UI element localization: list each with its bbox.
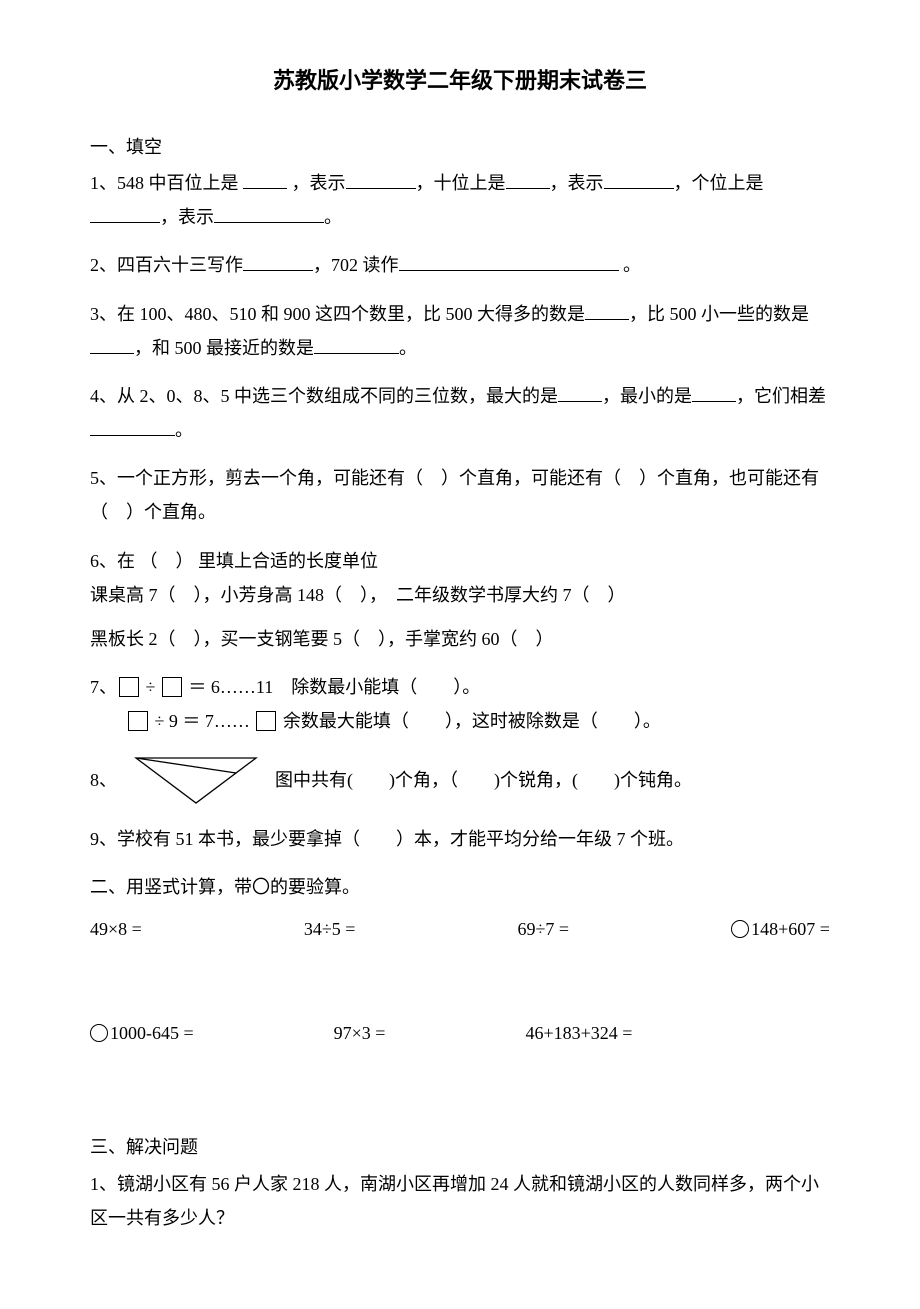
circle-icon	[731, 920, 749, 938]
q1-text-a: 1、548 中百位上是	[90, 173, 243, 193]
q1-text-d: ，表示	[550, 173, 604, 193]
q8-num: 8、	[90, 763, 117, 797]
calc-item: 148+607 =	[731, 912, 830, 946]
q6-line2: 黑板长 2（ ），买一支钢笔要 5（ ），手掌宽约 60（ ）	[90, 622, 830, 656]
q4-text-d: 。	[175, 420, 193, 440]
q7: 7、 ÷ ＝ 6……11 除数最小能填（ ）。 ÷ 9 ＝ 7…… 余数最大能填…	[90, 670, 830, 738]
calc-text: 1000-645 =	[110, 1023, 194, 1043]
blank	[214, 205, 324, 223]
box-icon	[119, 677, 139, 697]
calc-item: 69÷7 =	[518, 912, 570, 946]
q3-text-a: 3、在 100、480、510 和 900 这四个数里，比 500 大得多的数是	[90, 304, 585, 324]
box-icon	[256, 711, 276, 731]
blank	[692, 384, 736, 402]
calc-item: 34÷5 =	[304, 912, 356, 946]
triangle-diagram	[131, 753, 261, 808]
q8: 8、 图中共有( )个角，（ )个锐角，( )个钝角。	[90, 753, 830, 808]
blank	[558, 384, 602, 402]
q1-text-b: ，表示	[287, 173, 346, 193]
q4-text-a: 4、从 2、0、8、5 中选三个数组成不同的三位数，最大的是	[90, 386, 558, 406]
q1: 1、548 中百位上是 ，表示，十位上是，表示，个位上是，表示。	[90, 166, 830, 234]
q7-line1-text: ＝ 6……11 除数最小能填（ ）。	[184, 677, 480, 697]
q3-text-d: 。	[399, 338, 417, 358]
blank	[506, 171, 550, 189]
q7-line2-b: 余数最大能填（ ），这时被除数是（ ）。	[278, 711, 661, 731]
q4-text-c: ，它们相差	[736, 386, 826, 406]
calc-text: 148+607 =	[751, 919, 830, 939]
blank	[90, 336, 134, 354]
section2-label: 二、用竖式计算，带〇的要验算。	[90, 870, 830, 904]
calc-row-2: 1000-645 = 97×3 = 46+183+324 =	[90, 1016, 830, 1050]
q2: 2、四百六十三写作 ，702 读作 。	[90, 248, 830, 282]
calc-item: 97×3 =	[334, 1016, 386, 1050]
q1-text-e: ，个位上是	[674, 173, 764, 193]
q2-text-b: ，702 读作	[313, 255, 399, 275]
q1-text-f: ，表示	[160, 207, 214, 227]
q2-text-c: 。	[619, 255, 642, 275]
q2-text-a: 2、四百六十三写作	[90, 255, 243, 275]
q4-text-b: ，最小的是	[602, 386, 692, 406]
calc-item: 46+183+324 =	[525, 1016, 632, 1050]
blank	[399, 253, 619, 271]
calc-item: 1000-645 =	[90, 1016, 194, 1050]
calc-row-1: 49×8 = 34÷5 = 69÷7 = 148+607 =	[90, 912, 830, 946]
q3-text-b: ，比 500 小一些的数是	[629, 304, 809, 324]
blank	[346, 171, 416, 189]
blank	[314, 336, 399, 354]
box-icon	[128, 711, 148, 731]
blank	[90, 418, 175, 436]
blank	[585, 302, 629, 320]
q4: 4、从 2、0、8、5 中选三个数组成不同的三位数，最大的是 ，最小的是 ，它们相差…	[90, 379, 830, 447]
blank	[90, 205, 160, 223]
box-icon	[162, 677, 182, 697]
q6-label: 6、在 （ ） 里填上合适的长度单位	[90, 544, 830, 578]
blank	[243, 253, 313, 271]
calc-item: 49×8 =	[90, 912, 142, 946]
q6: 6、在 （ ） 里填上合适的长度单位 课桌高 7（ ），小芳身高 148（ ），…	[90, 544, 830, 657]
section3-label: 三、解决问题	[90, 1130, 830, 1164]
q7-line2-a: ÷ 9 ＝ 7……	[150, 711, 254, 731]
q1-text-c: ，十位上是	[416, 173, 506, 193]
section1-label: 一、填空	[90, 130, 830, 164]
q5: 5、一个正方形，剪去一个角，可能还有（ ）个直角，可能还有（ ）个直角，也可能还…	[90, 461, 830, 529]
q6-line1: 课桌高 7（ ），小芳身高 148（ ）， 二年级数学书厚大约 7（ ）	[90, 578, 830, 612]
page-title: 苏教版小学数学二年级下册期末试卷三	[90, 60, 830, 102]
s3-q1: 1、镜湖小区有 56 户人家 218 人，南湖小区再增加 24 人就和镜湖小区的…	[90, 1167, 830, 1235]
q9: 9、学校有 51 本书，最少要拿掉（ ）本，才能平均分给一年级 7 个班。	[90, 822, 830, 856]
q8-text: 图中共有( )个角，（ )个锐角，( )个钝角。	[275, 763, 692, 797]
q3: 3、在 100、480、510 和 900 这四个数里，比 500 大得多的数是…	[90, 297, 830, 365]
blank	[604, 171, 674, 189]
q7-num: 7、	[90, 677, 117, 697]
circle-icon	[90, 1024, 108, 1042]
q1-text-g: 。	[324, 207, 342, 227]
blank	[243, 171, 287, 189]
q3-text-c: ，和 500 最接近的数是	[134, 338, 314, 358]
